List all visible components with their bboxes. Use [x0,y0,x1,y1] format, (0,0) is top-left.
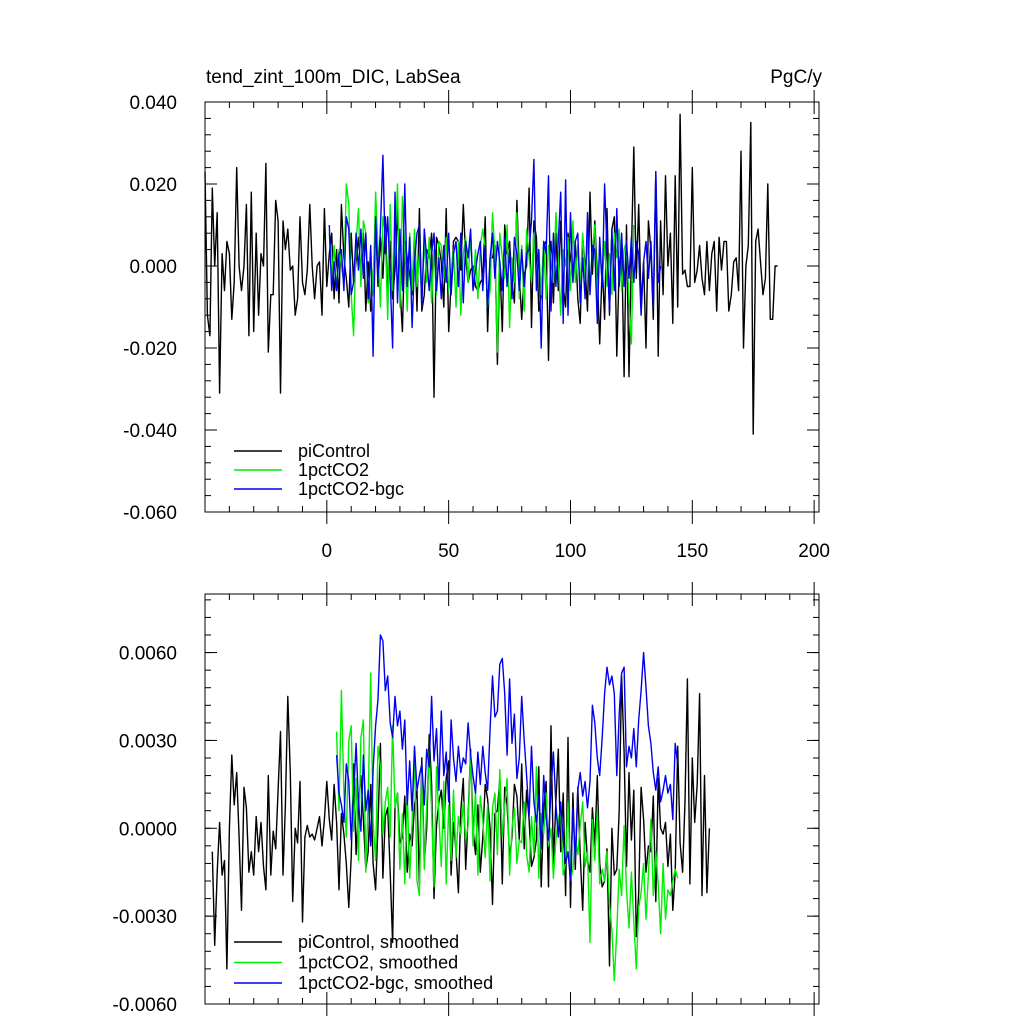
x-ticks [204,582,815,1016]
chart-title: tend_zint_100m_DIC, LabSea [206,67,461,88]
plot-frame [204,101,820,513]
y-tick-label: 0.040 [129,93,177,114]
series-lines [211,634,711,982]
x-ticks: 0 50 100 150 200 [204,90,830,562]
top-chart: tend_zint_100m_DIC, LabSea PgC/y 0 50 100 1… [123,67,830,562]
units-label: PgC/y [770,67,822,88]
x-tick-label: 50 [438,541,459,562]
legend-label: 1pctCO2, smoothed [298,953,458,973]
x-tick-label: 150 [676,541,708,562]
series-line-1pctco2 [328,183,635,353]
y-tick-label: -0.020 [123,339,177,360]
series-line-1pctco2-smoothed [335,672,679,982]
y-ticks: -0.060 -0.040 -0.020 0.000 0.020 0.040 [123,93,819,524]
legend-label: piControl, smoothed [298,932,459,952]
y-tick-label: 0.0060 [119,644,177,665]
bottom-chart: -0.0060 -0.0030 0.0000 0.0030 0.0060 piContro… [113,582,820,1016]
x-tick-label: 200 [798,541,830,562]
y-tick-label: -0.0060 [113,995,177,1016]
series-lines [204,113,778,435]
y-tick-label: -0.060 [123,503,177,524]
y-tick-label: 0.0030 [119,731,177,752]
x-tick-label: 100 [555,541,587,562]
legend-label: 1pctCO2-bgc, smoothed [298,973,493,993]
y-tick-label: -0.0030 [113,907,177,928]
plot-frame [204,593,820,1005]
series-line-picontrol-smoothed [211,675,711,970]
legend-label: 1pctCO2-bgc [298,479,404,499]
y-tick-label: 0.0000 [119,819,177,840]
y-ticks: -0.0060 -0.0030 0.0000 0.0030 0.0060 [113,599,819,1016]
x-tick-label: 0 [322,541,333,562]
legend-label: piControl [298,441,370,461]
series-line-1pctco2-bgc [328,154,662,357]
y-tick-label: 0.020 [129,175,177,196]
legend-label: 1pctCO2 [298,460,369,480]
y-tick-label: -0.040 [123,421,177,442]
series-line-1pctco2-bgc-smoothed [335,634,679,882]
y-tick-label: 0.000 [129,257,177,278]
